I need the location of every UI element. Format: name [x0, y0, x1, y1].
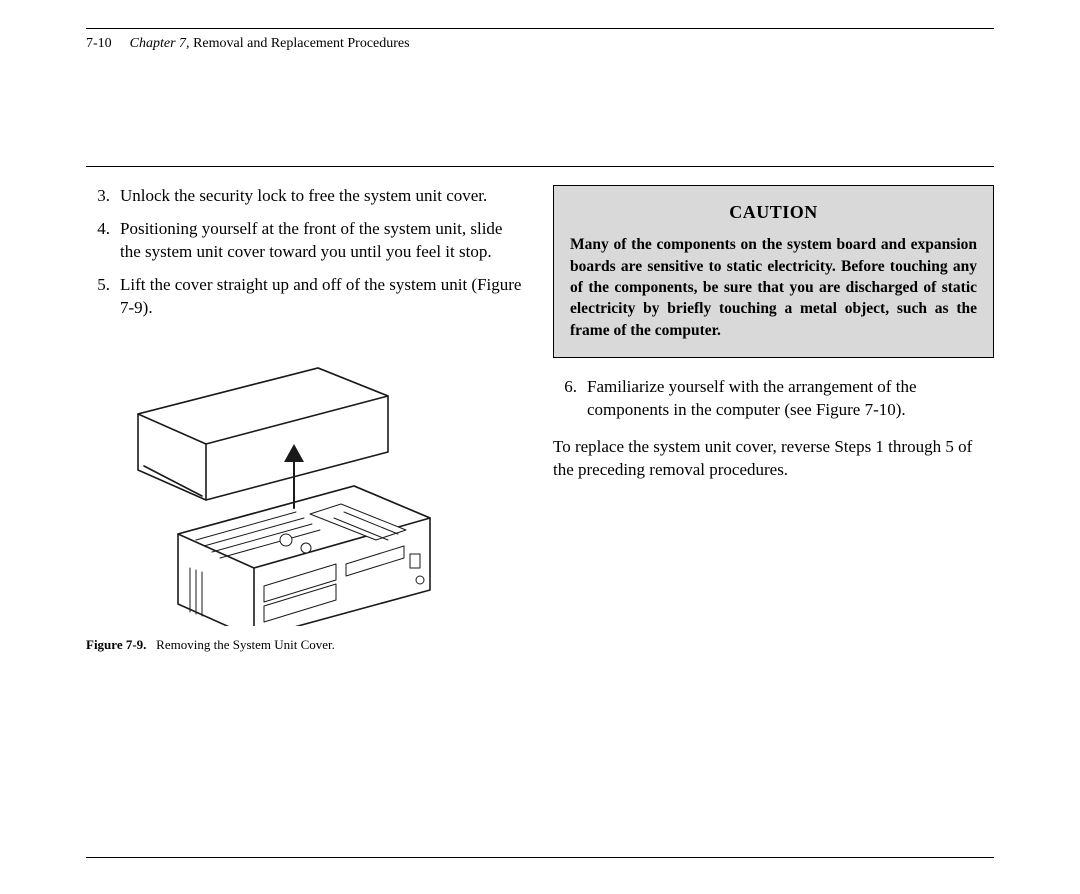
procedure-step: 3. Unlock the security lock to free the … — [86, 185, 527, 208]
figure-caption: Figure 7-9. Removing the System Unit Cov… — [86, 636, 527, 654]
procedure-step: 6. Familiarize yourself with the arrange… — [553, 376, 994, 422]
step-text: Lift the cover straight up and off of th… — [120, 275, 521, 317]
step-text: Unlock the security lock to free the sys… — [120, 186, 487, 205]
content-rule-top — [86, 166, 994, 167]
chapter-ref: Chapter 7, Removal and Replacement Proce… — [130, 35, 410, 54]
columns: 3. Unlock the security lock to free the … — [86, 185, 994, 653]
step-number: 6. — [553, 376, 577, 399]
procedure-list-right: 6. Familiarize yourself with the arrange… — [553, 376, 994, 422]
chapter-title: Removal and Replacement Procedures — [193, 36, 410, 51]
right-column: CAUTION Many of the components on the sy… — [553, 185, 994, 492]
footer-rule-wrap — [86, 857, 994, 858]
step-number: 5. — [86, 274, 110, 297]
step-number: 4. — [86, 218, 110, 241]
figure-caption-text: Removing the System Unit Cover. — [156, 637, 335, 652]
procedure-step: 4. Positioning yourself at the front of … — [86, 218, 527, 264]
caution-title: CAUTION — [570, 200, 977, 224]
caution-body: Many of the components on the system boa… — [570, 234, 977, 341]
footer-rule — [86, 857, 994, 858]
page-number: 7-10 — [86, 35, 112, 54]
step-text: Positioning yourself at the front of the… — [120, 219, 502, 261]
running-header: 7-10 Chapter 7, Removal and Replacement … — [86, 29, 994, 60]
figure-7-9: Figure 7-9. Removing the System Unit Cov… — [86, 336, 527, 654]
left-column: 3. Unlock the security lock to free the … — [86, 185, 527, 653]
content-area: 3. Unlock the security lock to free the … — [86, 166, 994, 653]
procedure-list-left: 3. Unlock the security lock to free the … — [86, 185, 527, 320]
procedure-step: 5. Lift the cover straight up and off of… — [86, 274, 527, 320]
step-text: Familiarize yourself with the arrangemen… — [587, 377, 917, 419]
step-number: 3. — [86, 185, 110, 208]
closing-paragraph: To replace the system unit cover, revers… — [553, 436, 994, 482]
chapter-label: Chapter 7, — [130, 36, 190, 51]
system-unit-illustration — [86, 336, 446, 626]
figure-label: Figure 7-9. — [86, 637, 146, 652]
page: 7-10 Chapter 7, Removal and Replacement … — [86, 28, 994, 858]
caution-box: CAUTION Many of the components on the sy… — [553, 185, 994, 358]
